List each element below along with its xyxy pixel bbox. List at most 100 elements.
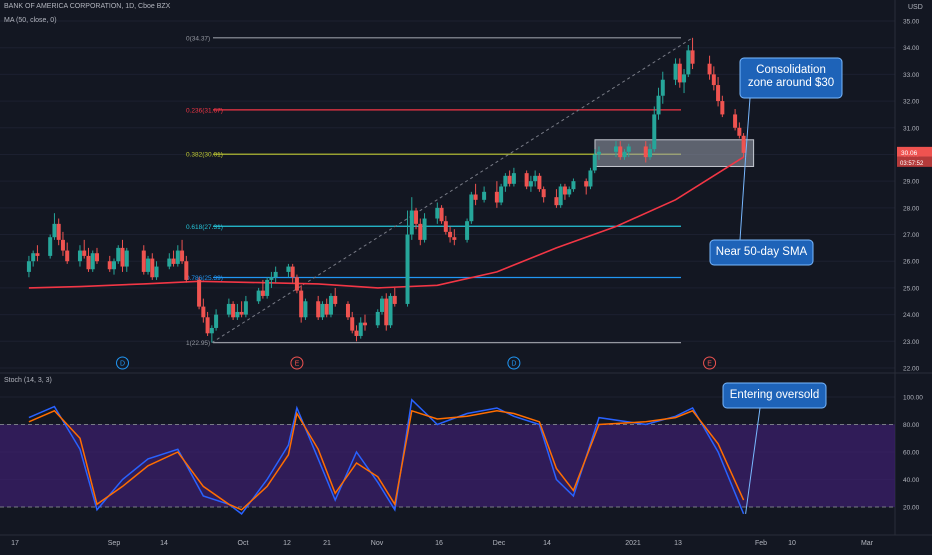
price-axis-label: 33.00: [903, 72, 920, 79]
candle-body: [528, 181, 533, 187]
candle-body: [482, 191, 487, 200]
candle-body: [82, 250, 87, 256]
callout-text: Near 50-day SMA: [716, 246, 808, 258]
candle-body: [154, 266, 159, 278]
callout-pointer: [745, 407, 761, 514]
stoch-axis-label: 80.00: [903, 422, 920, 429]
fib-levels: 0(34.37) 0.236(31.67) 0.382(30.01) 0.618(27…: [186, 35, 681, 347]
candle-body: [711, 74, 716, 86]
candle-body: [265, 279, 270, 296]
ma-legend[interactable]: MA (50, close, 0): [4, 17, 57, 24]
fib-label: 0(34.37): [186, 35, 210, 42]
candle-body: [414, 210, 419, 224]
time-axis-label: Dec: [493, 540, 506, 547]
candle-body: [299, 290, 304, 318]
candle-body: [124, 250, 129, 267]
stoch-line: [28, 398, 745, 515]
candle-body: [226, 303, 231, 315]
callout-text: Consolidation zone around $30: [748, 64, 834, 89]
candle-body: [362, 322, 367, 326]
candle-body: [648, 149, 653, 158]
price-axis-label: 25.00: [903, 285, 920, 292]
price-axis-label: 29.00: [903, 179, 920, 186]
event-marker-label: E: [707, 361, 712, 368]
candle-body: [473, 194, 478, 200]
fib-label: 0.236(31.67): [186, 107, 223, 114]
candle-body: [652, 114, 657, 150]
candle-body: [741, 135, 746, 153]
candle-body: [112, 261, 116, 270]
event-marker-label: D: [120, 361, 125, 368]
stoch-axis-label: 60.00: [903, 450, 920, 457]
candle-body: [243, 301, 248, 315]
time-axis-label: Mar: [861, 540, 874, 547]
candle-body: [48, 237, 53, 256]
price-axis-label: 22.00: [903, 366, 920, 373]
price-axis-label: 26.00: [903, 259, 920, 266]
candle-body: [392, 295, 397, 304]
candle-body: [592, 154, 597, 171]
candle-body: [443, 221, 448, 232]
symbol-title: BANK OF AMERICA CORPORATION, 1D, Cboe BZ…: [4, 3, 171, 10]
candle-body: [328, 295, 333, 315]
price-axis-label: 23.00: [903, 339, 920, 346]
price-axis-label: 34.00: [903, 45, 920, 52]
candle-body: [562, 186, 567, 195]
candle-body: [465, 221, 470, 240]
candle-body: [77, 250, 82, 262]
candle-body: [673, 63, 678, 80]
candle-body: [435, 207, 440, 219]
candle-body: [350, 317, 355, 331]
candle-body: [503, 175, 508, 187]
candle-body: [380, 298, 385, 312]
candle-body: [571, 181, 576, 190]
candle-body: [554, 197, 559, 206]
candle-body: [716, 85, 721, 102]
event-marker: [507, 356, 521, 370]
candle-body: [26, 261, 31, 272]
stoch-legend[interactable]: Stoch (14, 3, 3): [4, 377, 52, 384]
candle-body: [660, 79, 665, 96]
candle-body: [524, 173, 529, 187]
candle-body: [686, 50, 691, 75]
trendline: [211, 37, 693, 344]
event-marker-label: D: [511, 361, 516, 368]
candle-body: [618, 146, 623, 158]
candle-body: [239, 311, 244, 315]
candle-body: [626, 146, 631, 152]
candle-body: [533, 175, 538, 182]
candle-body: [31, 253, 36, 262]
time-axis[interactable]: 17 Sep 14 Oct 12 21 Nov 16 Dec 14 2021 13 Feb 10 Mar: [11, 540, 874, 547]
time-axis-label: Sep: [108, 540, 121, 547]
candle-body: [286, 266, 291, 272]
callouts: Consolidation zone around $30 Near 50-day …: [709, 57, 843, 514]
candle-body: [205, 317, 210, 334]
candle-body: [558, 186, 563, 206]
candle-body: [167, 258, 172, 267]
candle-body: [201, 306, 206, 318]
price-axis-label: 31.00: [903, 125, 920, 132]
candle-body: [384, 298, 389, 326]
event-marker: [703, 356, 717, 370]
last-price-label: 30.06: [901, 150, 918, 157]
price-axis[interactable]: 35.0034.0033.0032.0031.0030.0029.0028.00…: [897, 19, 932, 512]
candle-body: [643, 146, 648, 158]
candle-body: [320, 303, 325, 318]
candle-body: [511, 173, 516, 184]
callout-pointer: [739, 157, 747, 241]
candle-body: [316, 301, 321, 318]
event-marker: [116, 356, 130, 370]
fib-label: 0.786(25.39): [186, 275, 223, 282]
stoch-axis-label: 100.00: [903, 395, 923, 402]
candle-body: [209, 327, 214, 334]
time-axis-label: Oct: [238, 540, 249, 547]
time-axis-label: 14: [160, 540, 168, 547]
stoch-axis-label: 20.00: [903, 505, 920, 512]
candle-body: [409, 210, 414, 235]
countdown-tag: [897, 156, 932, 167]
candle-body: [184, 261, 189, 280]
candle-body: [439, 207, 444, 222]
